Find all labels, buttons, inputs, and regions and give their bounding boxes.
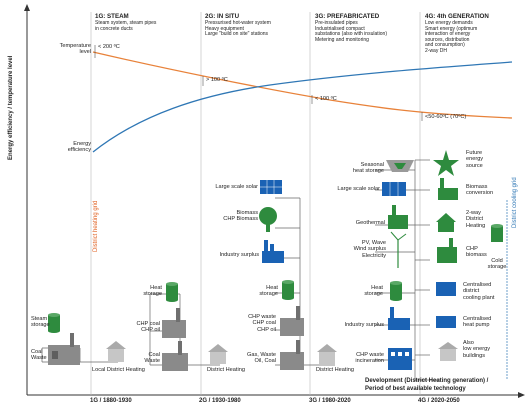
industry-icon-g4 <box>388 307 410 330</box>
solar-panel-icon-g4 <box>382 182 406 196</box>
g4-future-label: Future energy source <box>466 150 484 169</box>
g2-heat-storage-label: Heat storage <box>143 285 162 298</box>
g2-title: 2G: IN SITU <box>205 13 240 20</box>
efficiency-curve <box>92 61 513 153</box>
g1-period: 1G / 1880-1930 <box>90 398 132 404</box>
chp-biomass-icon-g4 <box>437 238 457 263</box>
chp-plant-icon-g3 <box>280 306 304 336</box>
g1-title: 1G: STEAM <box>95 13 129 20</box>
coal-plant-icon-g2 <box>162 341 188 371</box>
g4-solar-label: Large scale solar <box>337 186 380 192</box>
g4-heat-storage-label: Heat storage <box>364 285 383 298</box>
temp-label-3: < 100 ºC <box>315 96 337 102</box>
house-icon-g3 <box>317 344 337 364</box>
seasonal-storage-icon <box>386 160 414 172</box>
g4-pv-wind-label: PV, Wave Wind surplus Electricity <box>353 240 386 259</box>
temperature-level-label: Temperature level <box>59 43 91 56</box>
g4-description: Low energy demands Smart energy (optimum… <box>425 20 478 54</box>
g3-gas-waste-label: Gas, Waste Oil, Coal <box>246 352 276 365</box>
energy-efficiency-label: Energy efficiency <box>67 141 91 154</box>
wind-turbine-icon <box>390 231 407 268</box>
g2-network-label: District Heating <box>207 367 245 373</box>
g4-cold-storage-label: Cold storage <box>487 258 507 271</box>
g4-biomass-conversion-label: Biomass conversion <box>466 184 494 197</box>
y-axis-label: Energy efficiency / temperature level <box>8 55 14 160</box>
heat-storage-icon-g2 <box>166 282 178 302</box>
incineration-icon <box>388 348 412 370</box>
solar-panel-icon-g3 <box>260 180 282 194</box>
district-heating-grid-label: District heating grid <box>93 200 99 252</box>
low-energy-building-icon <box>438 342 458 361</box>
g4-period: 4G / 2020-2050 <box>418 398 460 404</box>
x-axis-label-line1: Development (District Heating generation… <box>365 378 489 384</box>
temp-label-1: < 200 ºC <box>98 44 120 50</box>
g3-description: Pre-insulated pipes Industrialised compa… <box>315 20 387 43</box>
g3-biomass-label: Biomass CHP Biomass <box>223 210 258 223</box>
g4-two-way-label: 2-way District Heating <box>466 210 486 229</box>
cold-storage-icon <box>491 224 503 242</box>
g2-coal-label: Coal Waste <box>144 352 160 365</box>
g4-geothermal-label: Geothermal <box>355 220 385 226</box>
chp-plant-icon-g2 <box>162 308 186 338</box>
g4-cooling-plant-label: Centralised district cooling plant <box>463 282 495 301</box>
two-way-dh-icon <box>436 213 456 232</box>
g2-period: 2G / 1930-1980 <box>199 398 241 404</box>
g3-heat-storage-label: Heat storage <box>259 285 278 298</box>
heat-storage-icon-g3 <box>282 280 294 300</box>
x-axis-label-line2: Period of best available technology <box>365 386 466 392</box>
g4-incineration-label: CHP waste incineration <box>355 352 384 365</box>
temp-label-2: > 100 ºC <box>206 77 228 83</box>
g3-title: 3G: PREFABRICATED <box>315 13 380 20</box>
g4-chp-biomass-label: CHP biomass <box>466 246 487 259</box>
district-cooling-grid-label: District cooling grid <box>512 177 518 228</box>
temperature-curve <box>92 51 513 119</box>
gas-plant-icon-g3 <box>280 340 304 370</box>
g1-coal-waste-label: Coal Waste <box>31 349 47 362</box>
heat-storage-icon-g4 <box>390 281 402 301</box>
biomass-chp-icon-g3 <box>259 207 277 232</box>
g3-period: 3G / 1980-2020 <box>309 398 351 404</box>
heat-pump-icon <box>436 316 456 328</box>
g2-description: Pressurised hot-water system Heavy equip… <box>205 20 271 38</box>
cooling-plant-icon <box>436 282 456 296</box>
y-axis-arrow <box>24 4 30 11</box>
coal-plant-icon-g1 <box>48 333 80 365</box>
g3-network-label: District Heating <box>316 367 354 373</box>
g4-title: 4G: 4th GENERATION <box>425 13 489 20</box>
g3-industry-label: Industry surplus <box>219 252 259 258</box>
g4-seasonal-label: Seasonal heat storage <box>352 162 384 175</box>
temp-label-4: <50-60ºC (70ºC) <box>425 114 467 120</box>
g3-chp-label: CHP waste CHP coal CHP oil <box>248 314 276 333</box>
g1-steam-storage-label: Steam storage <box>31 316 50 329</box>
g1-network-label: Local District Heating <box>92 367 145 373</box>
biomass-conversion-icon <box>438 178 458 200</box>
geothermal-icon <box>388 205 408 229</box>
g1-description: Steam system, steam pipes in concrete du… <box>95 20 157 32</box>
g2-chp-label: CHP coal CHP oil <box>136 321 160 334</box>
future-energy-icon <box>433 150 459 176</box>
house-icon-g2 <box>208 344 228 364</box>
x-axis-arrow <box>518 392 525 398</box>
steam-storage-icon <box>48 313 60 333</box>
g3-solar-label: Large scale solar <box>215 184 258 190</box>
g4-heat-pump-label: Centralised heat pump <box>463 316 492 329</box>
g4-low-energy-label: Also low energy buildings <box>463 340 491 359</box>
house-icon-g1 <box>106 341 126 362</box>
industry-icon-g3 <box>262 240 284 263</box>
g4-industry-label: Industry surplus <box>344 322 384 328</box>
